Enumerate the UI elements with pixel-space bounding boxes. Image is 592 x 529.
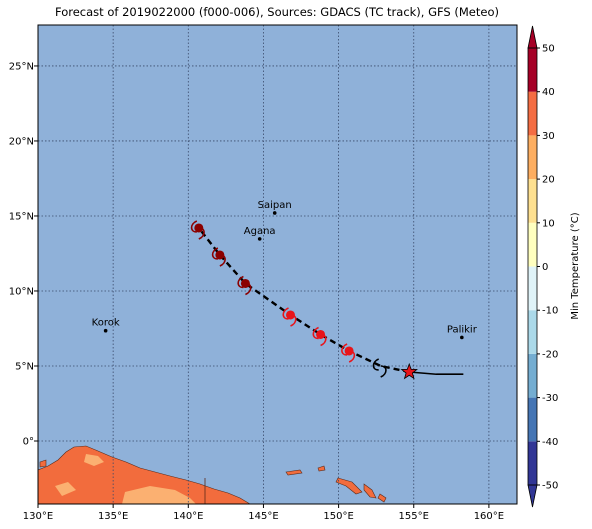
- colorbar-extend-bottom: [527, 484, 538, 508]
- y-tick-label: 0°: [23, 436, 34, 447]
- current-position: [400, 362, 418, 380]
- land-patch: [122, 486, 196, 504]
- land-patch: [84, 454, 104, 466]
- colorbar-extend-top: [527, 25, 538, 49]
- chart-title: Forecast of 2019022000 (f000-006), Sourc…: [55, 5, 499, 19]
- x-tick-label: 145°E: [248, 511, 278, 522]
- colorbar-tick-label: 0: [542, 262, 548, 273]
- x-tick-label: 155°E: [399, 511, 429, 522]
- colorbar-tick-label: 20: [542, 175, 555, 186]
- x-tick-label: 160°E: [474, 511, 504, 522]
- colorbar-tick-label: 30: [542, 131, 555, 142]
- colorbar-bin: [528, 310, 537, 354]
- colorbar-tick-label: -30: [542, 393, 558, 404]
- data-layer: Saipan Agana Korok Palikir: [92, 200, 478, 380]
- place-label: Saipan: [258, 200, 292, 211]
- colorbar-tick-label: 50: [542, 44, 555, 55]
- colorbar-label: Min Temperature (°C): [570, 212, 581, 319]
- colorbar-tick-label: -20: [542, 349, 558, 360]
- colorbar-tick-label: -50: [542, 481, 558, 492]
- track-point: [240, 278, 250, 288]
- cyclone-symbol: [372, 358, 387, 378]
- colorbar-tick-label: -40: [542, 437, 558, 448]
- track-point: [215, 250, 225, 260]
- colorbar-bin: [528, 441, 537, 485]
- colorbar-tick-label: -10: [542, 306, 558, 317]
- colorbar-bin: [528, 266, 537, 311]
- land-island: [335, 477, 363, 495]
- x-tick-label: 130°E: [23, 511, 53, 522]
- forecast-track: [197, 227, 410, 374]
- grid: [38, 25, 517, 504]
- colorbar-tick-label: 10: [542, 218, 555, 229]
- place-marker: [257, 237, 262, 241]
- place-label: Agana: [244, 226, 276, 237]
- track-point: [344, 346, 354, 356]
- land-island: [377, 493, 387, 503]
- y-tick-label: 15°N: [9, 211, 34, 222]
- x-tick-label: 135°E: [98, 511, 128, 522]
- x-tick-label: 140°E: [173, 511, 203, 522]
- place-marker: [103, 328, 108, 333]
- colorbar-bin: [528, 91, 537, 136]
- y-tick-label: 5°N: [15, 361, 34, 372]
- place-marker: [272, 211, 277, 215]
- place-marker: [460, 335, 464, 340]
- colorbar-bin: [528, 179, 537, 223]
- land-island: [363, 483, 377, 499]
- past-track: [409, 371, 464, 376]
- land-island: [285, 469, 303, 476]
- land-patch: [55, 482, 76, 496]
- y-tick-label: 20°N: [9, 136, 34, 147]
- colorbar-bin: [528, 135, 537, 180]
- land-island: [317, 465, 326, 472]
- ocean: [38, 25, 517, 504]
- land-island: [39, 459, 47, 468]
- colorbar-tick-label: 40: [542, 87, 555, 98]
- y-tick-label: 25°N: [9, 61, 34, 72]
- colorbar-bin: [528, 397, 537, 442]
- frame: [37, 24, 518, 505]
- place-label: Palikir: [447, 324, 478, 335]
- track-point: [286, 310, 296, 320]
- colorbar-bin: [528, 48, 537, 92]
- colorbar-bin: [528, 353, 537, 398]
- y-tick-label: 10°N: [9, 286, 34, 297]
- x-tick-label: 150°E: [323, 511, 353, 522]
- track-point: [316, 329, 326, 339]
- land: [38, 445, 387, 504]
- colorbar-bin: [528, 222, 537, 267]
- track-point: [194, 223, 204, 233]
- place-label: Korok: [92, 318, 120, 329]
